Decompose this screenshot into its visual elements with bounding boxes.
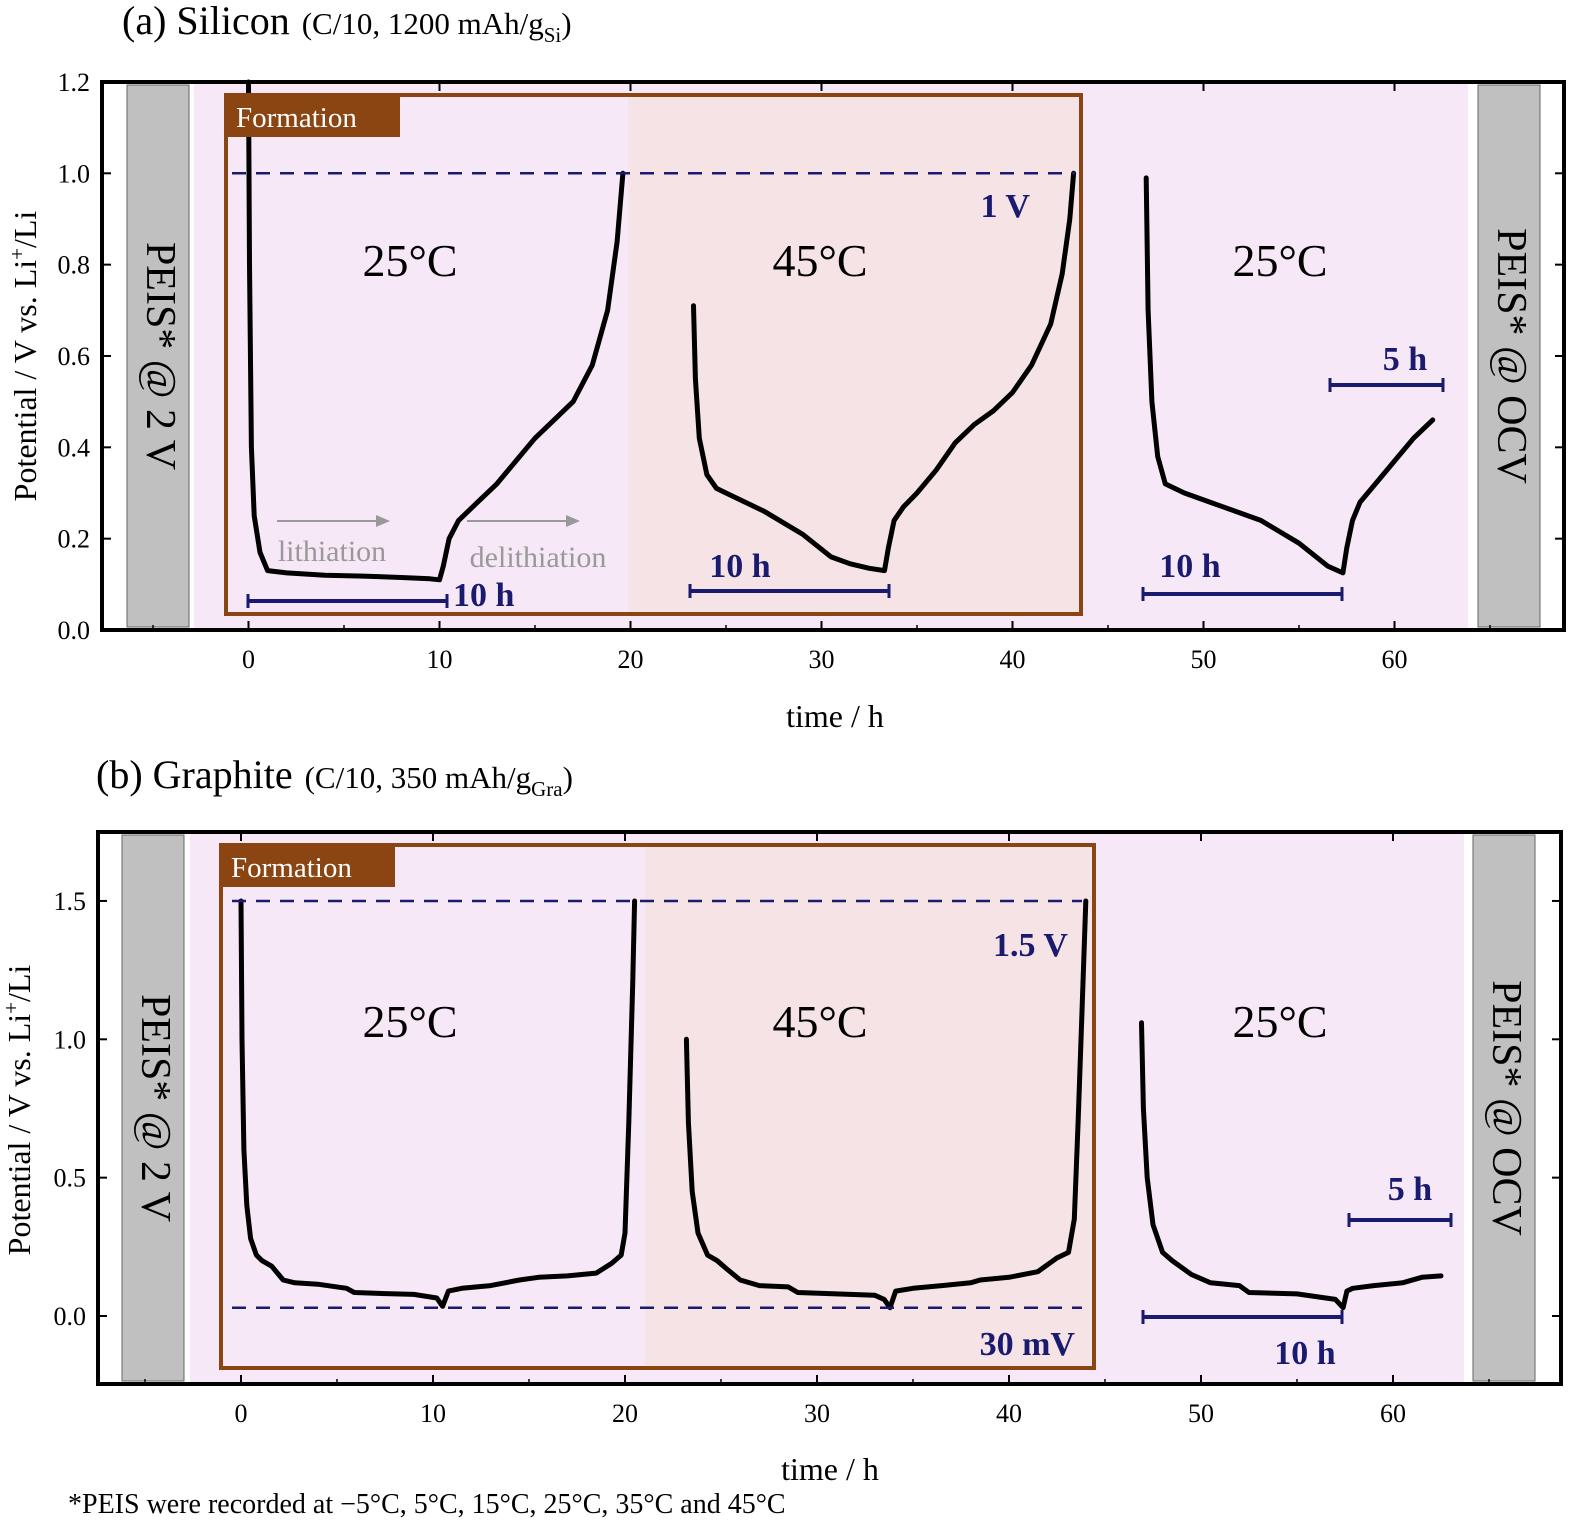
y-tick-label: 0.2 bbox=[58, 525, 91, 554]
panel-b-xlabel: time / h bbox=[781, 1451, 879, 1487]
footnote: *PEIS were recorded at −5°C, 5°C, 15°C, … bbox=[68, 1489, 786, 1520]
y-tick-label: 1.0 bbox=[54, 1025, 87, 1054]
panel-a-curves bbox=[246, 79, 1436, 583]
duration-label: 10 h bbox=[453, 577, 515, 614]
peis-right-label: PEIS* @ OCV bbox=[1488, 228, 1534, 484]
formation-tag bbox=[221, 845, 395, 887]
x-tick-label: 10 bbox=[420, 1399, 446, 1428]
voltage-curve-2 bbox=[691, 170, 1077, 574]
panel-a-axes: 0 10 20 30 40 50 60 0.0 0.2 0.4 0.6 0.8 1.0 1.2 bbox=[58, 68, 1564, 674]
panel-silicon: (a) Silicon (C/10, 1200 mAh/gSi) PEIS* @… bbox=[5, 0, 1566, 734]
y-tick-label: 0.6 bbox=[58, 342, 91, 371]
x-tick-label: 10 bbox=[427, 645, 453, 674]
y-tick-label: 1.0 bbox=[58, 159, 91, 188]
y-tick-label: 0.0 bbox=[58, 616, 91, 645]
voltage-curve-2 bbox=[683, 898, 1089, 1311]
delithiation-label: delithiation bbox=[470, 541, 607, 574]
y-tick-label: 0.5 bbox=[54, 1164, 87, 1193]
duration-label: 5 h bbox=[1383, 341, 1428, 378]
duration-label: 5 h bbox=[1388, 1171, 1433, 1208]
duration-label: 10 h bbox=[1159, 548, 1221, 585]
panel-a-backgrounds: PEIS* @ 2 V PEIS* @ OCV bbox=[126, 84, 1541, 628]
y-tick-label: 0.4 bbox=[58, 433, 91, 462]
voltage-curve-3 bbox=[1143, 175, 1436, 576]
x-tick-label: 50 bbox=[1188, 1399, 1214, 1428]
peis-left-box bbox=[126, 84, 190, 628]
x-tick-label: 50 bbox=[1191, 645, 1217, 674]
formation-frame bbox=[219, 843, 1096, 1370]
x-tick-label: 30 bbox=[804, 1399, 830, 1428]
peis-right-box bbox=[1472, 834, 1536, 1382]
temperature-label: 45°C bbox=[772, 235, 867, 286]
panel-a-ylabel: Potential / V vs. Li+/Li bbox=[5, 211, 43, 502]
panel-b-ylabel: Potential / V vs. Li+/Li bbox=[0, 965, 37, 1256]
cutoff-label: 30 mV bbox=[980, 1326, 1076, 1363]
temperature-label: 25°C bbox=[1232, 235, 1327, 286]
cutoff-label: 1 V bbox=[981, 188, 1031, 225]
temperature-label: 45°C bbox=[772, 996, 867, 1047]
y-tick-label: 1.2 bbox=[58, 68, 91, 97]
duration-label: 10 h bbox=[1274, 1335, 1336, 1372]
voltage-curve-1 bbox=[238, 898, 638, 1309]
peis-left-label: PEIS* @ 2 V bbox=[132, 994, 178, 1222]
x-tick-label: 20 bbox=[612, 1399, 638, 1428]
formation-label: Formation bbox=[236, 102, 357, 134]
formation-label: Formation bbox=[231, 852, 352, 884]
temperature-label: 25°C bbox=[362, 996, 457, 1047]
x-tick-label: 30 bbox=[809, 645, 835, 674]
y-tick-label: 0.0 bbox=[54, 1302, 87, 1331]
peis-right-box bbox=[1477, 84, 1541, 628]
voltage-curve-3 bbox=[1139, 1020, 1444, 1311]
temperature-label: 25°C bbox=[362, 235, 457, 286]
panel-b-curves bbox=[238, 898, 1444, 1311]
x-tick-label: 40 bbox=[996, 1399, 1022, 1428]
panel-b-annotations: Formation 25°C 45°C 25°C 1.5 V 30 mV 10 h 5 h bbox=[219, 843, 1453, 1372]
x-tick-label: 0 bbox=[235, 1399, 248, 1428]
x-tick-label: 0 bbox=[242, 645, 255, 674]
panel-graphite: (b) Graphite (C/10, 350 mAh/gGra) PEIS* … bbox=[0, 752, 1563, 1487]
formation-frame bbox=[224, 93, 1083, 616]
panel-a-title: (a) Silicon (C/10, 1200 mAh/gSi) bbox=[122, 0, 572, 47]
panel-b-plot-frame bbox=[96, 830, 1563, 1386]
cutoff-label: 1.5 V bbox=[993, 927, 1068, 964]
y-tick-label: 1.5 bbox=[54, 887, 87, 916]
panel-b-axes: 0 10 20 30 40 50 60 0.0 0.5 1.0 1.5 bbox=[54, 832, 1561, 1428]
formation-tag bbox=[226, 95, 400, 137]
y-tick-label: 0.8 bbox=[58, 251, 91, 280]
panel-a-annotations: Formation 25°C 45°C 25°C 1 V 10 h 10 h 10 h 5 h l… bbox=[224, 93, 1445, 616]
formation-45c-background bbox=[645, 846, 1094, 1366]
lithiation-label: lithiation bbox=[278, 535, 386, 568]
voltage-curve-1 bbox=[246, 79, 626, 583]
peis-left-label: PEIS* @ 2 V bbox=[137, 242, 183, 470]
x-tick-label: 20 bbox=[618, 645, 644, 674]
peis-left-box bbox=[121, 834, 185, 1382]
duration-label: 10 h bbox=[709, 548, 771, 585]
x-tick-label: 40 bbox=[1000, 645, 1026, 674]
panel-a-xlabel: time / h bbox=[786, 698, 884, 734]
formation-45c-background bbox=[628, 96, 1081, 612]
process-arrow-head bbox=[376, 515, 390, 527]
process-arrow-head bbox=[566, 515, 580, 527]
x-tick-label: 60 bbox=[1380, 1399, 1406, 1428]
x-tick-label: 60 bbox=[1382, 645, 1408, 674]
panel-b-title: (b) Graphite (C/10, 350 mAh/gGra) bbox=[96, 752, 573, 801]
temperature-label: 25°C bbox=[1232, 996, 1327, 1047]
peis-right-label: PEIS* @ OCV bbox=[1483, 980, 1529, 1236]
